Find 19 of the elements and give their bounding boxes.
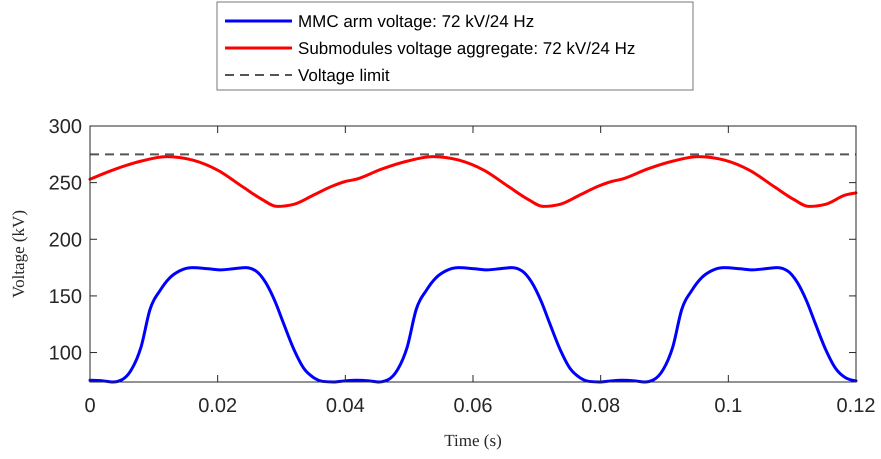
x-tick-label: 0.04 bbox=[326, 395, 365, 417]
x-tick-label: 0.1 bbox=[714, 395, 742, 417]
legend-label: MMC arm voltage: 72 kV/24 Hz bbox=[298, 12, 534, 31]
x-axis-title: Time (s) bbox=[444, 431, 502, 450]
y-tick-label: 200 bbox=[48, 229, 82, 252]
y-axis-title: Voltage (kV) bbox=[9, 210, 28, 298]
legend-label: Voltage limit bbox=[298, 66, 390, 85]
line-series bbox=[88, 155, 858, 208]
line-series bbox=[88, 266, 858, 384]
y-tick-label: 100 bbox=[48, 342, 82, 365]
x-tick-label: 0.08 bbox=[581, 395, 620, 417]
y-tick-label: 150 bbox=[48, 286, 82, 308]
x-tick-label: 0.12 bbox=[836, 395, 876, 417]
y-tick-label: 250 bbox=[48, 172, 82, 195]
y-tick-label: 300 bbox=[48, 116, 82, 138]
x-tick-label: 0.06 bbox=[454, 395, 492, 417]
legend-label: Submodules voltage aggregate: 72 kV/24 Hz bbox=[298, 38, 636, 58]
x-tick-label: 0 bbox=[84, 395, 96, 417]
x-tick-label: 0.02 bbox=[198, 395, 238, 417]
